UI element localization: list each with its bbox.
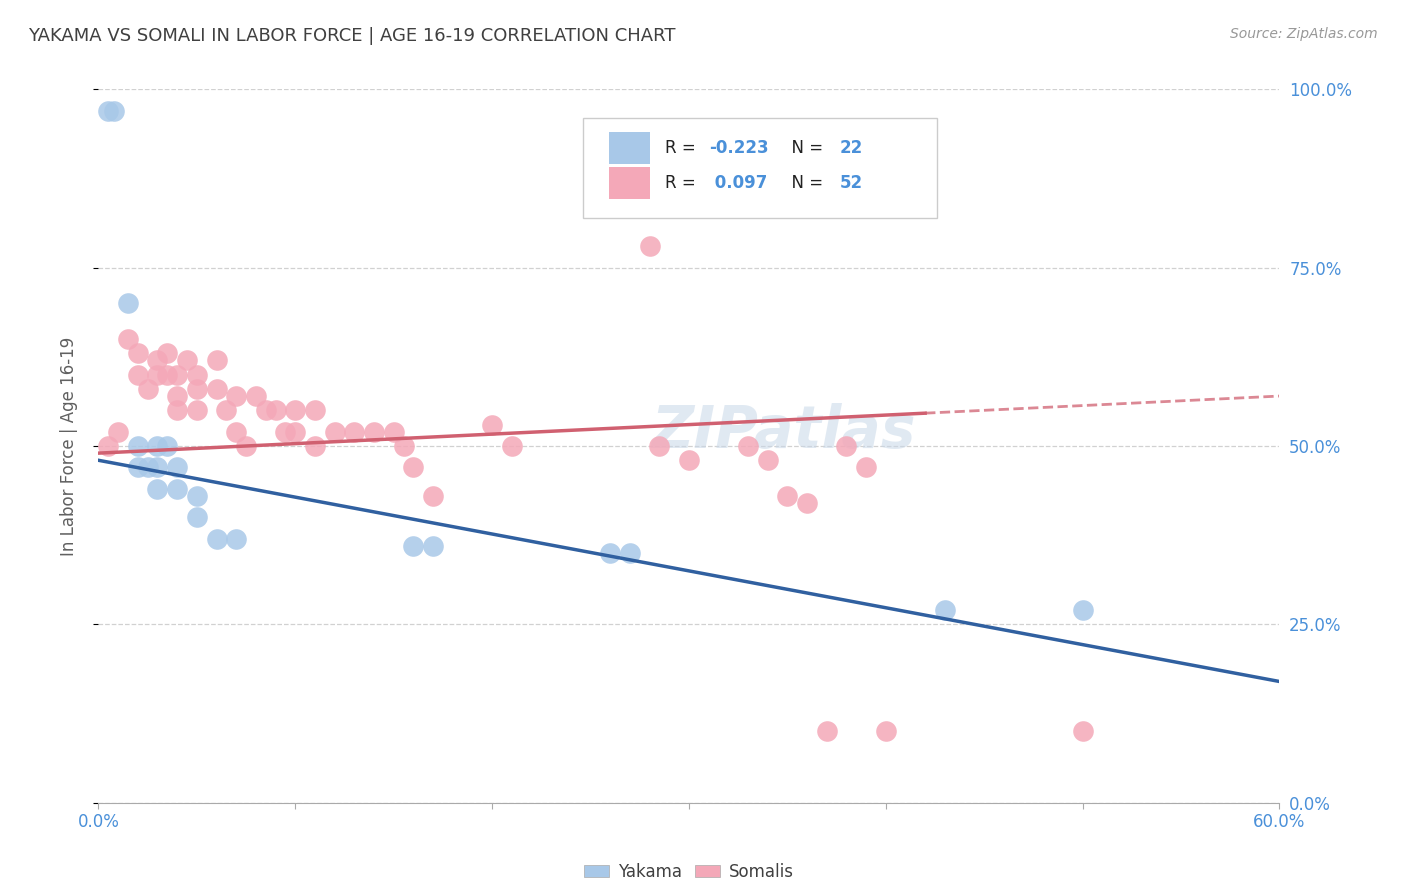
Point bbox=[166, 403, 188, 417]
FancyBboxPatch shape bbox=[582, 118, 936, 218]
Point bbox=[835, 439, 858, 453]
Point bbox=[117, 296, 139, 310]
Point bbox=[638, 239, 661, 253]
Point bbox=[146, 353, 169, 368]
Point bbox=[855, 460, 877, 475]
Text: 22: 22 bbox=[841, 139, 863, 157]
Point bbox=[127, 460, 149, 475]
Point bbox=[97, 439, 120, 453]
Point bbox=[166, 482, 188, 496]
Point bbox=[756, 453, 779, 467]
Text: N =: N = bbox=[782, 175, 828, 193]
Point bbox=[284, 403, 307, 417]
Point bbox=[205, 532, 228, 546]
Point bbox=[274, 425, 297, 439]
Text: N =: N = bbox=[782, 139, 828, 157]
Point bbox=[166, 389, 188, 403]
Point bbox=[363, 425, 385, 439]
FancyBboxPatch shape bbox=[609, 132, 650, 164]
Point bbox=[382, 425, 405, 439]
Point bbox=[186, 382, 208, 396]
Point bbox=[146, 482, 169, 496]
Text: R =: R = bbox=[665, 175, 702, 193]
Point bbox=[136, 460, 159, 475]
Point bbox=[737, 439, 759, 453]
Point bbox=[343, 425, 366, 439]
Point bbox=[422, 489, 444, 503]
Point bbox=[402, 539, 425, 553]
Point bbox=[776, 489, 799, 503]
Point bbox=[402, 460, 425, 475]
Point bbox=[215, 403, 238, 417]
Y-axis label: In Labor Force | Age 16-19: In Labor Force | Age 16-19 bbox=[59, 336, 77, 556]
Point bbox=[1071, 603, 1094, 617]
Text: 52: 52 bbox=[841, 175, 863, 193]
Text: YAKAMA VS SOMALI IN LABOR FORCE | AGE 16-19 CORRELATION CHART: YAKAMA VS SOMALI IN LABOR FORCE | AGE 16… bbox=[28, 27, 676, 45]
Point bbox=[481, 417, 503, 432]
Point bbox=[422, 539, 444, 553]
Point bbox=[225, 532, 247, 546]
Point bbox=[186, 489, 208, 503]
Text: Source: ZipAtlas.com: Source: ZipAtlas.com bbox=[1230, 27, 1378, 41]
Text: R =: R = bbox=[665, 139, 702, 157]
Point bbox=[117, 332, 139, 346]
Point bbox=[304, 439, 326, 453]
Point bbox=[205, 382, 228, 396]
Point bbox=[304, 403, 326, 417]
Point bbox=[619, 546, 641, 560]
Point bbox=[146, 460, 169, 475]
Point bbox=[501, 439, 523, 453]
Point bbox=[156, 368, 179, 382]
Point bbox=[156, 439, 179, 453]
Point bbox=[107, 425, 129, 439]
Point bbox=[599, 546, 621, 560]
Point bbox=[103, 103, 125, 118]
Point bbox=[127, 368, 149, 382]
Point bbox=[1071, 724, 1094, 739]
Legend: Yakama, Somalis: Yakama, Somalis bbox=[578, 856, 800, 888]
Point bbox=[186, 403, 208, 417]
Text: ZIPatlas: ZIPatlas bbox=[651, 403, 915, 460]
Point bbox=[186, 368, 208, 382]
Text: 0.097: 0.097 bbox=[709, 175, 768, 193]
Point bbox=[934, 603, 956, 617]
Point bbox=[205, 353, 228, 368]
Point bbox=[127, 439, 149, 453]
Point bbox=[875, 724, 897, 739]
Point bbox=[392, 439, 415, 453]
Point bbox=[146, 439, 169, 453]
Point bbox=[136, 382, 159, 396]
Point bbox=[97, 103, 120, 118]
Point bbox=[166, 460, 188, 475]
Point bbox=[815, 724, 838, 739]
Point bbox=[796, 496, 818, 510]
Point bbox=[127, 346, 149, 360]
Point bbox=[156, 346, 179, 360]
Point bbox=[235, 439, 257, 453]
Point bbox=[284, 425, 307, 439]
Point bbox=[176, 353, 198, 368]
Point bbox=[323, 425, 346, 439]
Point bbox=[648, 439, 671, 453]
Point bbox=[245, 389, 267, 403]
Point bbox=[254, 403, 277, 417]
FancyBboxPatch shape bbox=[609, 168, 650, 200]
Point bbox=[264, 403, 287, 417]
Point bbox=[225, 425, 247, 439]
Point bbox=[146, 368, 169, 382]
Point bbox=[166, 368, 188, 382]
Text: -0.223: -0.223 bbox=[709, 139, 769, 157]
Point bbox=[225, 389, 247, 403]
Point bbox=[186, 510, 208, 524]
Point bbox=[678, 453, 700, 467]
